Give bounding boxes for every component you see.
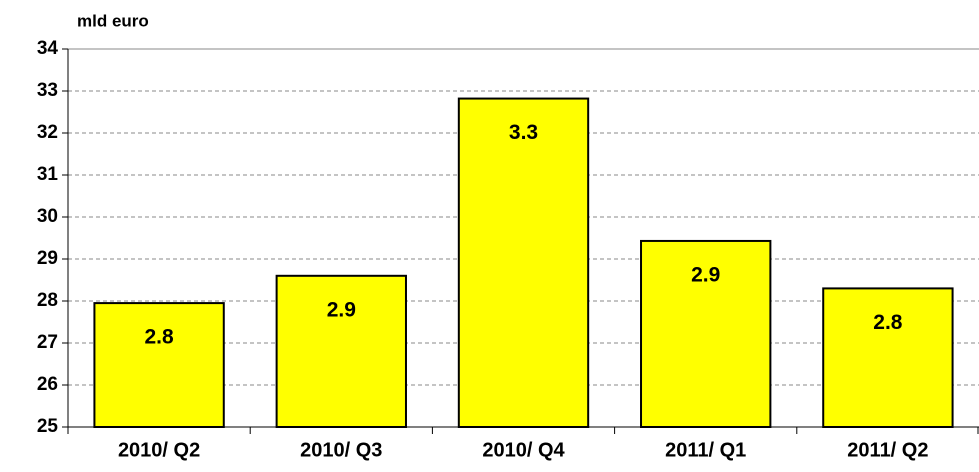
bar: [457, 97, 590, 428]
bar-label: 2.8: [144, 326, 174, 349]
bar: [93, 302, 225, 429]
y-tick-label: 27: [37, 332, 58, 353]
bar-label: 3.3: [509, 121, 538, 144]
bar: [640, 239, 772, 428]
y-tick-label: 30: [37, 206, 58, 227]
y-tick-label: 26: [37, 374, 58, 395]
x-tick-label: 2011/ Q2: [847, 439, 928, 461]
y-tick-label: 33: [37, 80, 58, 101]
y-tick-label: 32: [37, 122, 58, 143]
x-tick-label: 2010/ Q4: [482, 439, 565, 461]
x-tick-label: 2011/ Q1: [665, 439, 746, 461]
y-tick-label: 34: [37, 38, 59, 59]
y-tick-label: 29: [37, 248, 58, 269]
bar-label: 2.9: [327, 298, 356, 321]
x-tick-label: 2010/ Q2: [118, 439, 200, 461]
y-tick-label: 25: [37, 416, 59, 437]
x-tick-label: 2010/ Q3: [300, 439, 382, 461]
y-axis-label: mld euro: [77, 11, 149, 30]
y-tick-label: 28: [37, 290, 58, 311]
bar-label: 2.8: [873, 311, 903, 334]
bar: [822, 287, 954, 428]
bar-label: 2.9: [691, 263, 720, 286]
bar: [275, 274, 407, 428]
y-tick-label: 31: [37, 164, 59, 185]
